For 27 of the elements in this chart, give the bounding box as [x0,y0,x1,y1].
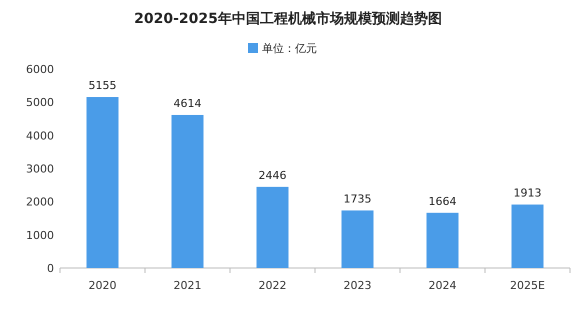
y-tick-label: 1000 [26,228,54,242]
y-tick-label: 2000 [26,196,54,209]
data-label: 5155 [88,79,116,92]
bar [342,210,374,268]
x-tick-label: 2020 [88,279,116,292]
x-tick-label: 2021 [174,279,202,292]
y-tick-label: 5000 [26,96,54,110]
x-tick-label: 2023 [344,279,372,292]
data-label: 1735 [344,192,372,206]
y-tick-label: 3000 [26,162,54,176]
bar [512,204,544,268]
x-tick-label: 2022 [258,279,286,292]
bar [86,97,118,268]
x-tick-label: 2025E [510,279,546,292]
bar [426,212,458,268]
data-label: 4614 [174,96,202,110]
data-label: 1913 [514,186,542,200]
legend-label: 单位：亿元 [262,42,317,55]
y-tick-label: 0 [47,262,54,275]
data-label: 2446 [258,168,286,182]
x-tick-label: 2024 [428,279,456,292]
data-label: 1664 [428,194,456,208]
bar [172,114,204,268]
chart-title: 2020-2025年中国工程机械市场规模预测趋势图 [134,10,442,27]
y-tick-label: 4000 [26,129,54,142]
bar [256,186,288,268]
y-tick-label: 6000 [26,63,54,76]
